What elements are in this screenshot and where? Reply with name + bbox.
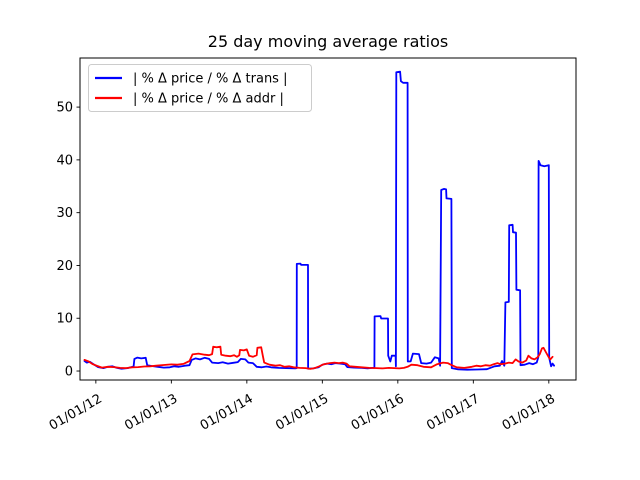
series-line-price-addr (83, 345, 554, 370)
x-tick-label: 01/01/15 (273, 391, 331, 433)
y-tick-label: 10 (56, 312, 73, 327)
series-line-price-trans (83, 70, 555, 371)
y-tick-label: 30 (56, 206, 73, 221)
y-tick-label: 40 (56, 153, 73, 168)
legend-label-trans: | % Δ price / % Δ trans | (133, 72, 287, 87)
y-tick-label: 0 (65, 365, 73, 380)
legend-label-addr: | % Δ price / % Δ addr | (133, 92, 284, 107)
x-tick-label: 01/01/17 (424, 391, 482, 433)
x-tick-label: 01/01/18 (500, 391, 558, 433)
x-tick-label: 01/01/13 (122, 391, 180, 433)
x-tick-label: 01/01/14 (198, 391, 256, 433)
legend-box (88, 64, 312, 112)
x-tick-label: 01/01/12 (47, 391, 105, 433)
chart-title: 25 day moving average ratios (208, 32, 448, 51)
plot-area: 0 10 20 30 40 50 01/01/12 01/01/13 01/01/14 01/01… (47, 57, 577, 434)
x-tick-label: 01/01/16 (349, 391, 407, 433)
plot-frame (79, 57, 577, 381)
y-tick-label: 20 (56, 259, 73, 274)
y-tick-label: 50 (56, 101, 73, 116)
legend: | % Δ price / % Δ trans | | % Δ price / … (88, 64, 312, 112)
